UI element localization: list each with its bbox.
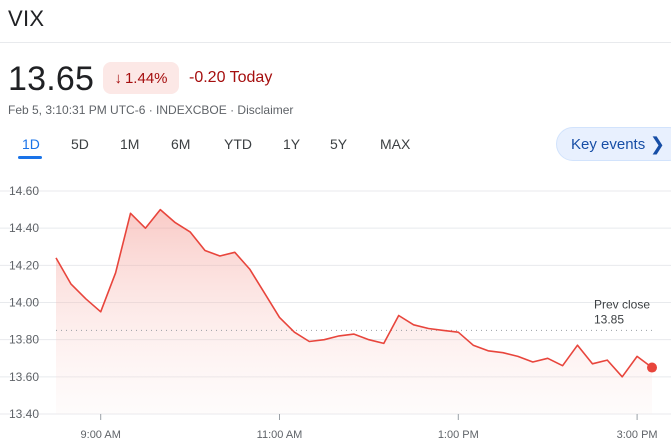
y-tick-label: 13.40 — [9, 407, 39, 421]
range-tab-1d[interactable]: 1D — [22, 136, 40, 152]
range-tab-ytd[interactable]: YTD — [224, 136, 252, 152]
x-tick-label: 11:00 AM — [257, 429, 303, 441]
x-tick-label: 3:00 PM — [617, 429, 658, 441]
prev-close-label: Prev close — [594, 297, 650, 311]
y-tick-label: 14.40 — [9, 221, 39, 235]
x-tick-label: 9:00 AM — [81, 429, 121, 441]
key-events-label: Key events — [571, 135, 646, 153]
price-chart[interactable]: 14.60 14.40 14.20 14.00 13.80 13.60 13.40 Prev… — [0, 175, 671, 443]
range-tab-max[interactable]: MAX — [380, 136, 411, 152]
range-tab-5d[interactable]: 5D — [71, 136, 89, 152]
range-tab-1y[interactable]: 1Y — [283, 136, 301, 152]
range-tab-1m[interactable]: 1M — [120, 136, 140, 152]
y-tick-label: 13.60 — [9, 370, 39, 384]
header-divider — [0, 42, 671, 43]
change-percent: 1.44% — [124, 69, 168, 87]
y-tick-label: 13.80 — [9, 333, 39, 347]
y-tick-label: 14.00 — [9, 296, 39, 310]
current-price-dot — [647, 362, 657, 373]
arrow-down-icon: ↓ — [114, 69, 122, 87]
current-price: 13.65 — [8, 60, 95, 98]
change-today: -0.20 Today — [189, 69, 273, 86]
range-tab-6m[interactable]: 6M — [171, 136, 191, 152]
range-tab-5y[interactable]: 5Y — [330, 136, 348, 152]
key-events-button[interactable]: Key events ❯ — [556, 127, 671, 161]
y-tick-label: 14.20 — [9, 258, 39, 272]
active-range-indicator — [18, 156, 42, 159]
price-chart-svg: 14.60 14.40 14.20 14.00 13.80 13.60 13.40 Prev… — [0, 184, 671, 441]
change-percent-badge: ↓ 1.44% — [103, 62, 179, 94]
price-line — [55, 208, 653, 378]
prev-close-value: 13.85 — [594, 312, 624, 326]
chevron-right-icon: ❯ — [649, 134, 665, 154]
price-area-fill — [56, 209, 652, 414]
ticker-symbol: VIX — [8, 6, 45, 31]
quote-meta: Feb 5, 3:10:31 PM UTC-6 · INDEXCBOE · Di… — [8, 103, 294, 117]
x-tick-label: 1:00 PM — [438, 429, 479, 441]
y-tick-label: 14.60 — [9, 184, 39, 198]
